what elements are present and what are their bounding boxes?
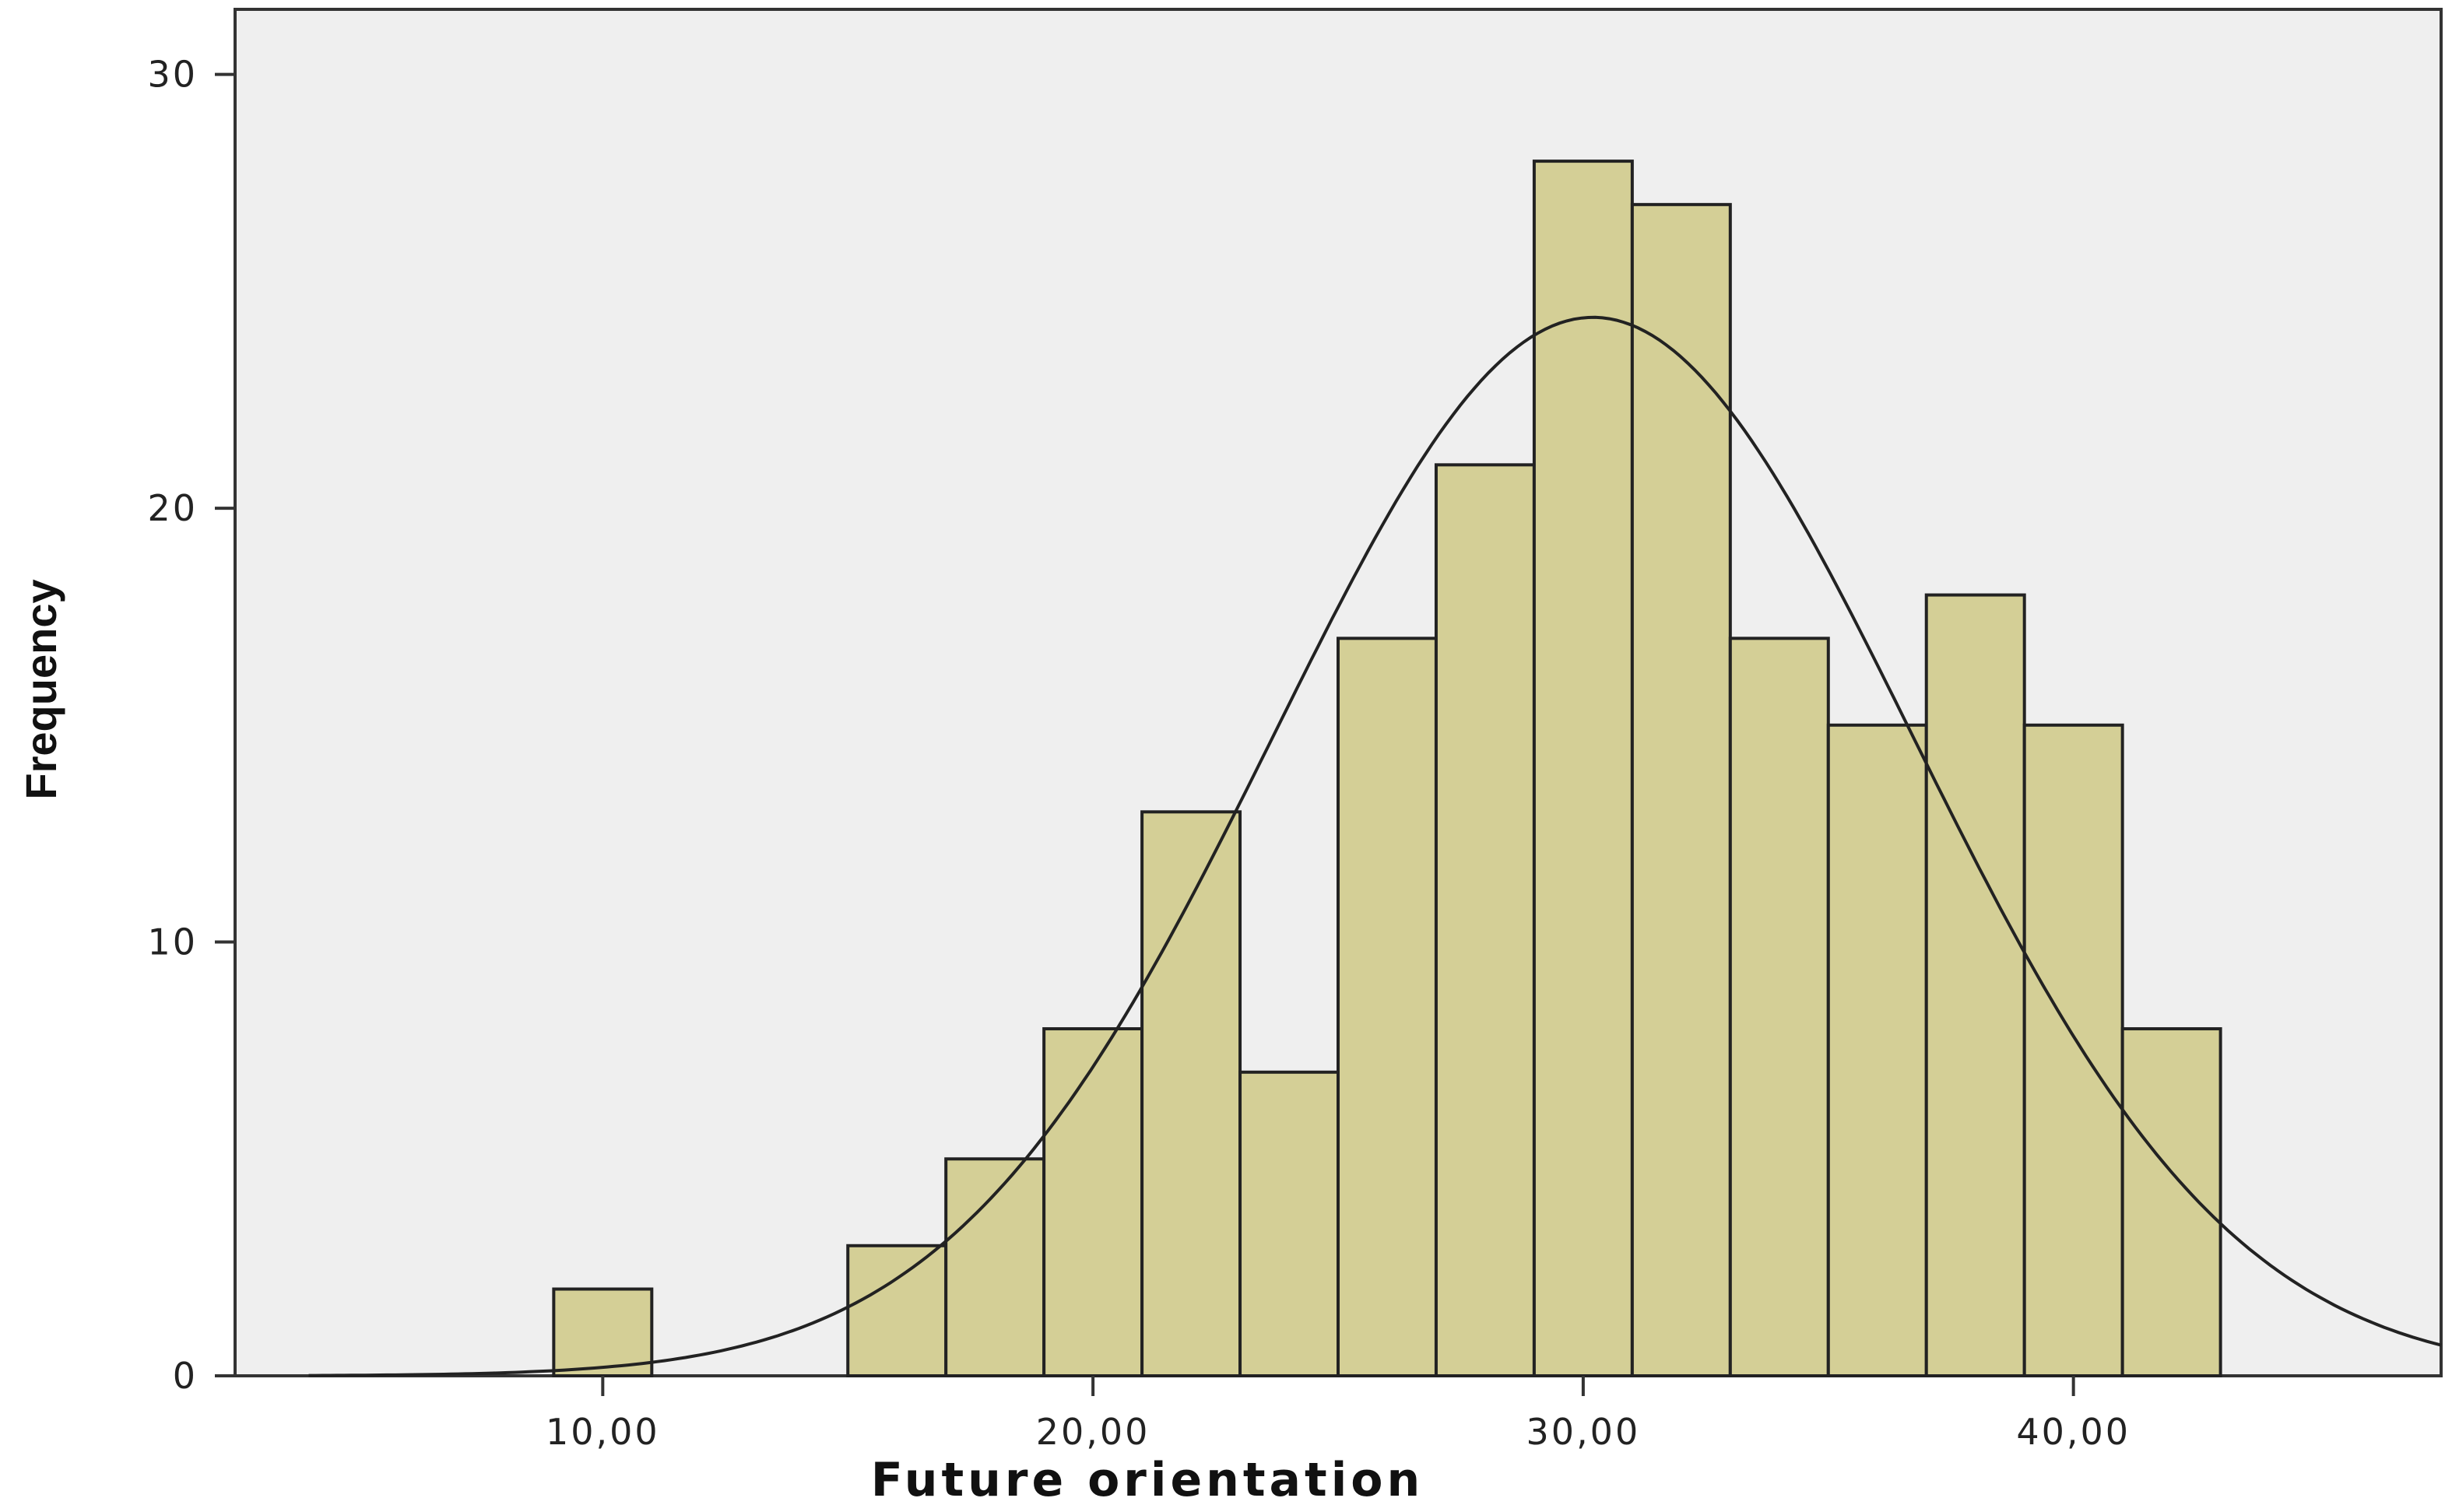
histogram-bar [1532,160,1634,1378]
histogram-bar [1826,723,1928,1377]
x-tick-label: 20,00 [1036,1411,1150,1453]
histogram-bar [1728,637,1830,1377]
histogram-bar [1630,202,1732,1377]
normal-curve [308,315,2442,1377]
x-tick-label: 30,00 [1526,1411,1641,1453]
histogram-bar [2120,1027,2222,1377]
x-axis-title: Future orientation [871,1453,1424,1507]
histogram-bar [2022,723,2124,1377]
histogram-bar [944,1157,1046,1378]
histogram-bar [1924,593,2026,1377]
y-tick-label: 30 [147,54,198,96]
histogram-bar [1434,463,1536,1377]
histogram-bar [1140,810,1242,1378]
histogram-bar [1238,1070,1340,1378]
histogram-bar [1042,1027,1144,1377]
y-tick-label: 0 [173,1355,198,1397]
histogram-bars [552,160,2222,1378]
x-tick-label: 40,00 [2016,1411,2131,1453]
y-tick-label: 20 [147,487,198,529]
y-tick-label: 10 [147,921,198,963]
y-axis-title: Frequency [16,579,65,799]
histogram-bar [1337,637,1438,1377]
histogram-bar [846,1244,948,1378]
y-axis: 0 10 20 30 [147,54,235,1397]
x-tick-label: 10,00 [546,1411,660,1453]
x-axis: 10,00 20,00 30,00 40,00 [546,1376,2131,1453]
